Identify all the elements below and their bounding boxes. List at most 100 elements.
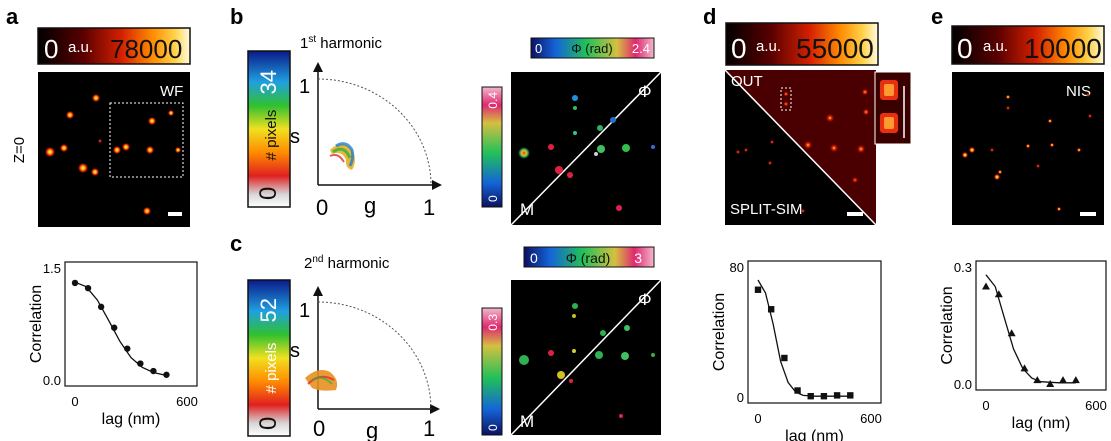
- colorbar-e-max: 10000: [1024, 33, 1102, 64]
- phase-colorbar-b-label: Φ (rad): [571, 41, 612, 56]
- mod-colorbar-b-max: 0.4: [486, 92, 500, 109]
- panel-letter-b: b: [230, 4, 243, 29]
- plot-e-point: [994, 290, 1003, 298]
- image-d-roi-box: [780, 87, 792, 111]
- plot-d-point: [820, 392, 828, 400]
- panel-letter-a: a: [6, 4, 19, 29]
- pixel-colorbar-c-max: 52: [256, 298, 281, 322]
- plot-d: 0 600 0 80 lag (nm) Correlation: [711, 260, 882, 441]
- plot-e-point: [1059, 376, 1067, 384]
- plot-a-xlabel: lag (nm): [102, 411, 161, 428]
- pixel-colorbar-c-label: # pixels: [263, 343, 280, 394]
- plot-a-point: [137, 360, 144, 367]
- phase-image-b-phi: Φ: [638, 82, 652, 101]
- phase-colorbar-c-label: Φ (rad): [566, 250, 611, 266]
- phasor-b-semicircle: [317, 78, 432, 186]
- panel-letter-e: e: [931, 4, 943, 29]
- phase-image-c: Φ M: [510, 279, 662, 436]
- plot-d-ytick-min: 0: [737, 390, 744, 405]
- pixel-colorbar-b-min: 0: [255, 187, 282, 200]
- phase-image-b-diagonal: [510, 71, 662, 226]
- phase-image-c-m: M: [520, 412, 534, 431]
- plot-e-xtick-max: 600: [1085, 398, 1107, 413]
- plot-d-xtick-max: 600: [860, 411, 882, 426]
- phasor-c-x1: 1: [423, 416, 435, 441]
- phasor-plot-b: 1 s 0 g 1: [290, 62, 442, 220]
- plot-a-fit-line: [74, 281, 167, 377]
- phase-colorbar-c-min: 0: [530, 250, 538, 266]
- plot-a-point: [97, 303, 105, 311]
- phase-colorbar-b: 0 Φ (rad) 2.4: [530, 37, 655, 59]
- colorbar-d: 0 a.u. 55000: [725, 22, 879, 66]
- image-a-label: WF: [160, 83, 183, 100]
- plot-d-point: [833, 392, 841, 399]
- colorbar-d-max: 55000: [796, 33, 874, 64]
- colorbar-a-max: 78000: [110, 34, 182, 64]
- plot-d-xtick-min: 0: [754, 411, 761, 426]
- plot-d-frame: [747, 260, 882, 404]
- harmonic-c: 2nd harmonic: [304, 254, 390, 272]
- plot-e-fit-line: [985, 274, 1076, 384]
- panel-letter-d: d: [703, 4, 716, 29]
- phase-colorbar-b-max: 2.4: [632, 41, 650, 56]
- pixel-colorbar-c: 52 # pixels 0: [247, 279, 291, 437]
- plot-a-point: [124, 345, 131, 352]
- pixel-colorbar-b-label: # pixels: [263, 110, 280, 161]
- pixel-colorbar-b: 34 # pixels 0: [247, 50, 291, 208]
- phasor-b-xlabel: g: [364, 193, 376, 218]
- plot-a-point: [111, 324, 118, 331]
- plot-d-xlabel: lag (nm): [785, 428, 844, 441]
- phase-image-b: Φ M: [510, 71, 662, 226]
- plot-a-ylabel: Correlation: [28, 285, 45, 363]
- pixel-colorbar-b-max: 34: [256, 70, 281, 94]
- plot-a-xtick-max: 600: [176, 394, 198, 409]
- image-a-wf: WF: [38, 72, 190, 227]
- phasor-c-y1: 1: [299, 300, 310, 322]
- image-d-inset: [874, 71, 912, 145]
- plot-d-fit-line: [757, 279, 851, 397]
- colorbar-e-unit: a.u.: [983, 38, 1008, 55]
- phasor-b-ylabel: s: [290, 126, 300, 148]
- colorbar-d-unit: a.u.: [756, 38, 781, 55]
- phasor-c-ylabel: s: [290, 340, 300, 362]
- plot-e-frame: [975, 260, 1107, 391]
- plot-e: 0 600 0.0 0.3 lag (nm) Correlation: [939, 260, 1107, 432]
- colorbar-a-min: 0: [44, 34, 58, 64]
- pixel-colorbar-c-min: 0: [255, 417, 282, 430]
- plot-e-point: [1071, 376, 1080, 384]
- mod-colorbar-c-max: 0.3: [486, 314, 500, 331]
- plot-e-ylabel: Correlation: [939, 286, 956, 364]
- image-d-split: OUT SPLIT-SIM: [724, 69, 877, 226]
- mod-colorbar-b-min: 0: [486, 195, 500, 202]
- plot-e-xtick-min: 0: [982, 398, 989, 413]
- plot-d-point: [754, 286, 762, 293]
- image-e-nis: NIS: [952, 72, 1104, 225]
- plot-e-xlabel: lag (nm): [1012, 415, 1071, 432]
- phasor-b-x1: 1: [423, 195, 435, 220]
- image-d-diagonal: [724, 69, 877, 226]
- colorbar-e: 0 a.u. 10000: [951, 25, 1105, 65]
- plot-a-ytick-max: 1.5: [43, 261, 61, 276]
- plot-d-point: [847, 392, 854, 399]
- image-a-scalebar: [168, 212, 182, 216]
- plot-a-point: [71, 279, 79, 287]
- image-e-label: NIS: [1066, 83, 1091, 100]
- plot-d-point: [781, 354, 788, 362]
- plot-a-frame: [64, 261, 198, 387]
- image-a-spots: [45, 94, 181, 215]
- image-d-label-out: OUT: [731, 73, 763, 90]
- plot-d-ytick-max: 80: [730, 260, 744, 275]
- colorbar-a: 0 a.u. 78000: [37, 27, 191, 65]
- image-a-roi-box: [109, 102, 184, 178]
- phase-image-b-m: M: [520, 200, 534, 219]
- plot-d-point: [807, 392, 814, 400]
- plot-a-point: [84, 284, 92, 292]
- phasor-b-yarrow: [313, 62, 323, 72]
- phasor-c-cloud: [305, 370, 338, 391]
- colorbar-a-gradient: [37, 27, 191, 65]
- mod-colorbar-c-min: 0: [486, 424, 500, 431]
- image-e-scalebar: [1080, 212, 1096, 216]
- plot-e-point: [1007, 329, 1016, 337]
- phase-colorbar-c-max: 3: [634, 250, 642, 266]
- phasor-plot-c: 1 s 0 g 1: [290, 286, 440, 441]
